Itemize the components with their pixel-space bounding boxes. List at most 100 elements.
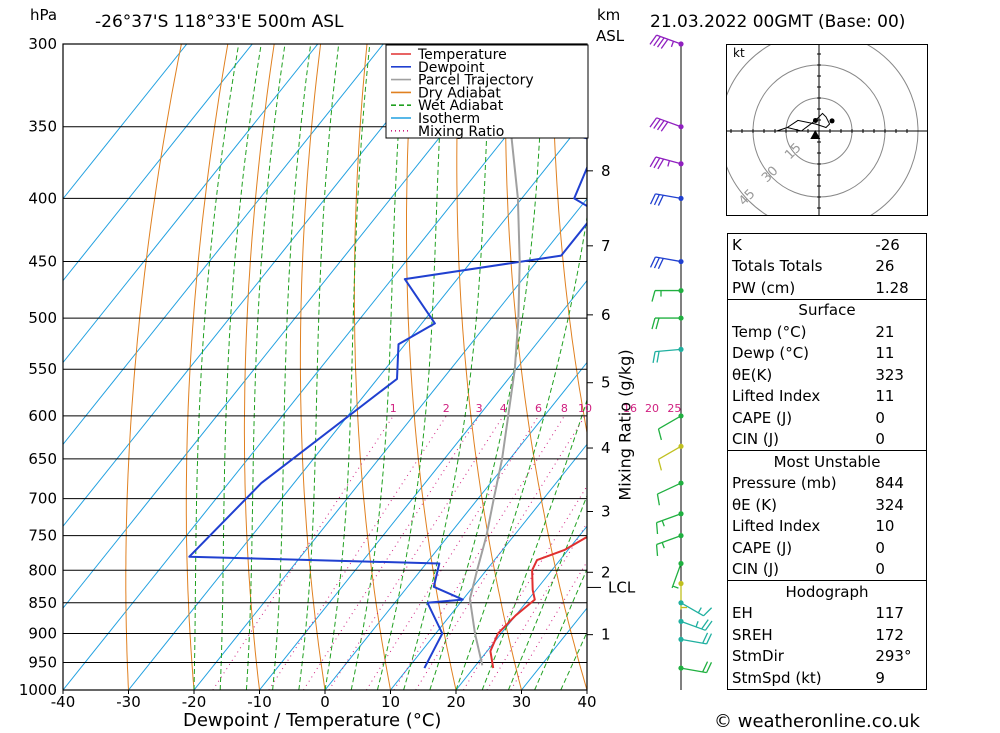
index-label: Lifted Index [732,517,821,536]
index-value: 21 [875,322,895,341]
isotherm-line [390,443,587,690]
wet-adiabat-line [245,44,286,690]
hodograph-index-row: SREH 172 [728,624,927,646]
index-value: 0 [875,408,885,427]
hodograph-unit: kt [733,46,745,60]
wind-barb [652,346,684,363]
isotherm-line [324,361,587,690]
index-label: CAPE (J) [732,538,793,557]
legend-label: Dry Adiabat [418,85,501,101]
isotherm-line [63,44,450,528]
pressure-unit: hPa [30,6,58,24]
x-tick-label: 10 [381,693,400,711]
series-dewpoint [188,44,587,669]
mixing-ratio-tick-label: 3 [476,402,483,415]
x-tick-label: 20 [446,693,465,711]
section-title: Hodograph [727,580,927,603]
storm-motion-marker [810,130,821,139]
km-tick-label: 4 [601,439,611,457]
km-tick-label: 7 [601,237,611,255]
x-tick-label: 0 [320,693,330,711]
isotherm-line [63,44,253,282]
mixing-ratio-tick-label: 10 [578,402,592,415]
wind-barb [657,443,684,471]
index-label: K [732,235,742,254]
hodograph-ring-label: 15 [782,140,804,162]
wind-barb [656,480,684,506]
wet-adiabat-line [193,44,240,690]
index-value: 9 [875,668,885,687]
y-tick-label: 650 [28,450,57,468]
surface-index-row: Dewp (°C) 11 [728,343,927,365]
mixing-ratio-tick-label: 16 [623,402,637,415]
wind-barb [678,618,713,631]
isotherm-line [63,44,581,690]
index-label: CIN (J) [732,430,780,449]
wind-barb [678,632,713,645]
index-value: -26 [875,235,900,254]
general-index-row: K -26 [728,234,927,256]
mixing-ratio-line [365,415,539,690]
copyright: © weatheronline.co.uk [714,711,920,732]
index-label: θE(K) [732,365,773,384]
wind-barb [655,511,684,535]
wind-barb [657,413,684,441]
x-tick-label: -30 [116,693,141,711]
index-label: CAPE (J) [732,408,793,427]
mixing-ratio-line [328,415,504,690]
surface-index-row: θE(K) 323 [728,364,927,386]
most-unstable-index-row: θE (K) 324 [728,494,927,516]
legend-box [385,44,589,139]
index-label: Totals Totals [732,257,823,276]
x-tick-label: 40 [577,693,596,711]
dry-adiabat-line [243,44,275,690]
isotherm-line [63,44,319,364]
y-tick-label: 1000 [19,681,57,699]
hodograph-section-header: Hodograph [727,580,927,603]
height-unit: km [597,6,621,24]
index-label: Dewp (°C) [732,344,810,363]
legend-label: Temperature [417,47,507,63]
indices-table: K -26 Totals Totals 26 PW (cm) 1.28 Surface Tem… [727,233,927,690]
y-tick-label: 350 [28,118,57,136]
index-label: StmDir [732,647,784,666]
y-tick-label: 750 [28,527,57,545]
mixing-ratio-tick-label: 20 [645,402,659,415]
y-tick-label: 950 [28,653,57,671]
index-label: Lifted Index [732,387,821,406]
hodograph-index-row: StmSpd (kt) 9 [728,667,927,689]
index-value: 117 [875,604,904,623]
index-value: 11 [875,344,895,363]
most-unstable-index-row: Lifted Index 10 [728,516,927,538]
index-value: 172 [875,625,904,644]
mixing-ratio-axis-label: Mixing Ratio (g/kg) [615,349,635,501]
surface-index-row: CAPE (J) 0 [728,407,927,429]
height-unit-sub: ASL [596,27,625,45]
isotherm-line [455,525,587,690]
wind-barb [671,560,684,589]
index-label: EH [732,604,753,623]
y-tick-label: 850 [28,594,57,612]
mixing-ratio-tick-label: 4 [500,402,507,415]
wind-barb [678,600,713,617]
legend-label: Isotherm [418,111,480,127]
index-value: 0 [875,560,885,579]
index-value: 323 [875,365,904,384]
legend-label: Dewpoint [418,60,485,76]
index-label: StmSpd (kt) [732,668,822,687]
most-unstable-index-row: CIN (J) 0 [728,559,927,581]
wind-barb [651,315,684,330]
index-label: θE (K) [732,495,777,514]
index-value: 11 [875,387,895,406]
wind-barb [649,156,684,170]
surface-index-row: Temp (°C) 21 [728,321,927,343]
surface-index-row: Lifted Index 11 [728,386,927,408]
dry-adiabat-line [924,44,1000,690]
datetime-title: 21.03.2022 00GMT (Base: 00) [650,12,906,32]
most-unstable-section-header: Most Unstable [727,450,927,473]
wind-barb [649,34,684,49]
y-tick-label: 550 [28,360,57,378]
mixing-ratio-tick-label: 1 [390,402,397,415]
x-tick-label: -10 [247,693,272,711]
most-unstable-index-row: Pressure (mb) 844 [728,473,927,495]
